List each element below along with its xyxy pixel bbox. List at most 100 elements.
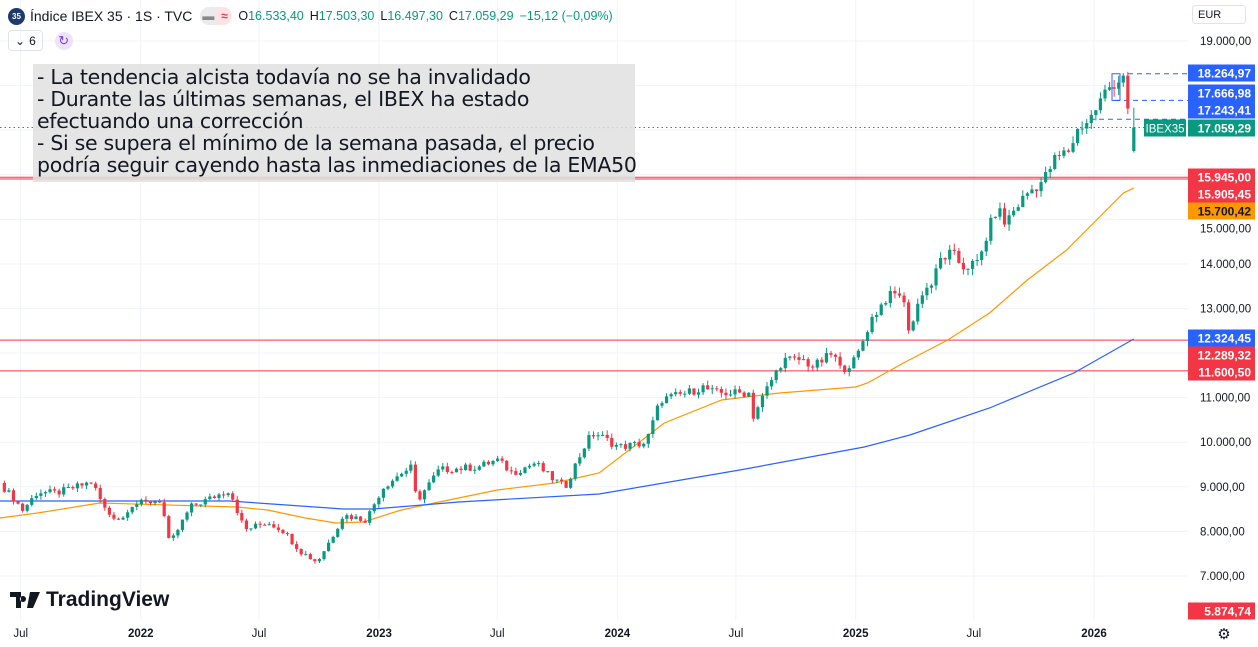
candle xyxy=(747,392,751,397)
candle xyxy=(432,475,436,483)
candle xyxy=(920,295,924,304)
candle xyxy=(11,490,16,502)
candle xyxy=(39,493,43,496)
candle xyxy=(582,448,586,458)
candle xyxy=(212,496,217,499)
candle xyxy=(989,217,993,241)
candle xyxy=(304,554,308,556)
tradingview-logo-icon xyxy=(10,592,40,608)
price-tag xyxy=(1188,64,1255,82)
settings-icon[interactable]: ⚙ xyxy=(1217,626,1231,643)
y-axis-tick-label: 14.000,00 xyxy=(1200,259,1251,271)
candle xyxy=(792,356,797,358)
ohlc-low: L16.497,30 xyxy=(380,9,443,23)
candle xyxy=(1016,207,1020,211)
indicators-count: 6 xyxy=(29,33,36,48)
candle xyxy=(276,527,280,530)
candle xyxy=(135,504,139,507)
candle xyxy=(948,249,952,260)
candle xyxy=(1117,82,1121,89)
candle xyxy=(290,533,294,545)
candle xyxy=(569,478,573,488)
candle xyxy=(377,497,381,505)
price-tag xyxy=(1188,185,1255,203)
candle xyxy=(404,470,408,474)
candle xyxy=(938,258,943,269)
candle xyxy=(317,558,322,562)
ohlc-close: C17.059,29 xyxy=(448,9,514,23)
candle xyxy=(856,350,860,358)
candle xyxy=(409,464,413,471)
candle xyxy=(760,395,765,408)
annotation-line: - La tendencia alcista todavía no se ha … xyxy=(37,65,531,89)
candle xyxy=(167,516,171,538)
candle xyxy=(674,392,678,395)
candle xyxy=(281,529,285,534)
candle xyxy=(706,385,710,390)
currency-selector[interactable]: EUR xyxy=(1192,5,1246,24)
candle xyxy=(363,520,367,523)
candle xyxy=(591,435,596,437)
candle xyxy=(477,466,481,470)
refresh-icon[interactable]: ↻ xyxy=(54,31,73,50)
candle xyxy=(75,483,80,489)
y-axis-tick-label: 13.000,00 xyxy=(1200,303,1251,315)
candle xyxy=(203,499,207,505)
candle xyxy=(126,512,130,518)
candle xyxy=(984,240,988,252)
candle xyxy=(961,262,966,270)
candle xyxy=(1085,123,1089,129)
symbol-title[interactable]: Índice IBEX 35 · 1S · TVC xyxy=(30,8,193,24)
candle xyxy=(797,357,801,360)
candle xyxy=(879,304,883,315)
price-tag-label: 17.243,41 xyxy=(1198,104,1252,118)
price-tag xyxy=(1188,168,1255,186)
candle xyxy=(495,458,500,461)
delayed-data-icon: ≈ xyxy=(216,7,233,25)
indicators-toggle-button[interactable]: ⌄ 6 xyxy=(8,30,43,51)
price-tag-label: 11.600,50 xyxy=(1198,366,1251,380)
candle xyxy=(756,407,760,419)
candle xyxy=(158,501,162,503)
candle xyxy=(21,503,25,511)
price-tag-label: 5.874,74 xyxy=(1204,605,1251,619)
candle xyxy=(897,293,902,296)
candle xyxy=(1112,87,1116,89)
candle xyxy=(966,268,970,270)
candle xyxy=(573,463,577,479)
candle xyxy=(121,517,125,520)
candle xyxy=(285,533,290,535)
candle xyxy=(368,511,372,523)
candle xyxy=(482,461,486,467)
candle xyxy=(610,437,614,447)
tradingview-logo[interactable]: TradingView xyxy=(10,588,169,612)
candle xyxy=(349,515,354,520)
candle xyxy=(459,468,463,471)
candle xyxy=(715,388,719,390)
candle xyxy=(893,291,897,294)
candle xyxy=(7,490,11,492)
candle xyxy=(1089,114,1093,124)
candle xyxy=(185,512,189,520)
candle xyxy=(957,250,961,263)
candle xyxy=(738,389,742,393)
price-change: −15,12 (−0,09%) xyxy=(519,9,613,23)
candle xyxy=(829,353,833,355)
symbol-status-pill[interactable]: ▬ ≈ xyxy=(200,7,233,25)
symbol-badge: 35 xyxy=(8,7,25,25)
logo-text: TradingView xyxy=(46,588,170,611)
candle xyxy=(354,516,358,520)
candle xyxy=(381,488,386,498)
candle xyxy=(372,504,376,512)
candle xyxy=(601,434,605,436)
x-axis-tick-label: 2025 xyxy=(843,628,869,640)
candle xyxy=(327,542,331,552)
annotation-text-box[interactable]: - La tendencia alcista todavía no se ha … xyxy=(33,64,637,182)
candle xyxy=(884,303,888,305)
candle xyxy=(450,471,454,473)
market-closed-icon: ▬ xyxy=(200,7,217,25)
candle xyxy=(870,316,874,333)
x-axis-tick-label: 2023 xyxy=(366,628,392,640)
candle xyxy=(464,464,468,471)
candle xyxy=(445,466,449,472)
